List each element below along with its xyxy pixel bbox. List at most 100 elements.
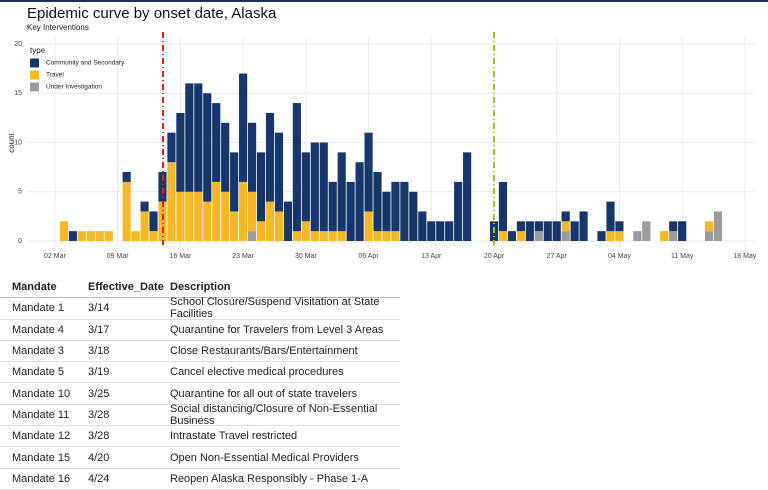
bar — [704, 231, 714, 241]
bar — [615, 231, 624, 241]
x-tick-label: 02 Mar — [44, 253, 66, 260]
bar — [561, 221, 570, 232]
table-cell: Quarantine for all out of state traveler… — [170, 387, 358, 400]
bar — [391, 231, 400, 241]
bar — [167, 162, 176, 241]
bar — [373, 172, 382, 232]
table-row: Mandate 16 4/24 Reopen Alaska Responsibly … — [0, 469, 400, 490]
legend-swatch — [30, 70, 39, 80]
table-row: Mandate 5 3/19 Cancel elective medical pro… — [0, 362, 400, 384]
bar — [525, 221, 534, 241]
table-cell: Mandate 10 — [12, 387, 71, 400]
x-tick-label: 13 Apr — [421, 253, 442, 260]
table-header: Mandate Effective_Date Description — [0, 277, 400, 299]
bar — [86, 231, 95, 241]
bar — [319, 231, 328, 241]
bar — [337, 231, 346, 241]
bar — [140, 211, 149, 241]
bar — [158, 201, 167, 241]
legend-label: Community and Secondary — [46, 60, 125, 67]
bar — [534, 231, 543, 241]
x-tick-label: 16 Mar — [170, 253, 192, 260]
table-row: Mandate 15 4/20 Open Non-Essential Medical… — [0, 447, 400, 469]
bar — [185, 191, 194, 241]
bar — [292, 231, 301, 241]
bar — [606, 231, 615, 241]
bar — [454, 181, 463, 241]
bar — [310, 142, 319, 232]
y-tick-label: 5 — [18, 189, 22, 196]
bar — [561, 211, 570, 222]
table-row: Mandate 4 3/17 Quarantine for Travelers fr… — [0, 320, 400, 341]
bar — [185, 83, 194, 192]
header-cell: Mandate — [12, 281, 57, 294]
bar — [328, 181, 337, 232]
table-cell: 3/19 — [88, 366, 110, 379]
bar — [230, 211, 239, 241]
bar — [400, 181, 409, 241]
bar — [149, 211, 158, 232]
table-cell: School Closure/Suspend Visitation at Sta… — [170, 296, 380, 321]
bar — [274, 211, 284, 241]
table-cell: 3/28 — [88, 430, 110, 443]
bar — [445, 221, 454, 241]
bar — [642, 221, 651, 241]
bar — [194, 83, 203, 192]
bar — [669, 221, 678, 232]
bar — [660, 231, 669, 241]
table-cell: Reopen Alaska Responsibly - Phase 1-A — [170, 472, 369, 485]
bar — [292, 103, 301, 232]
bar — [498, 181, 508, 232]
bar — [301, 221, 310, 241]
bar — [364, 132, 373, 212]
y-tick-label: 10 — [14, 139, 22, 146]
legend-label: Under Investigation — [46, 84, 102, 91]
bar — [678, 221, 687, 241]
table-cell: Mandate 5 — [12, 366, 64, 379]
y-axis-label: count — [7, 132, 16, 152]
table-cell: 3/25 — [88, 387, 110, 400]
bar — [427, 221, 436, 241]
bar — [239, 181, 248, 241]
bar — [436, 221, 445, 241]
x-tick-label: 20 Apr — [484, 253, 505, 260]
legend-title: type — [30, 46, 46, 55]
bar — [122, 172, 131, 182]
bar — [230, 152, 239, 212]
chart: Epidemic curve by onset date, Alaska Key… — [7, 5, 757, 260]
table-cell: Mandate 15 — [12, 451, 71, 464]
x-tick-label: 11 May — [671, 253, 694, 260]
bar — [104, 231, 113, 241]
bar — [283, 201, 292, 241]
bar — [615, 221, 624, 232]
bar — [248, 231, 257, 241]
bar — [203, 93, 212, 202]
table-cell: 4/24 — [88, 472, 110, 485]
bar — [328, 231, 337, 241]
bar — [167, 132, 176, 163]
table-row: Mandate 10 3/25 Quarantine for all out of … — [0, 383, 400, 405]
bar — [310, 231, 319, 241]
bar — [77, 231, 86, 241]
table-cell: Intrastate Travel restricted — [170, 430, 298, 443]
bar — [579, 211, 588, 241]
bar — [418, 211, 427, 241]
bar — [552, 221, 561, 241]
bar — [713, 211, 723, 241]
bar — [122, 181, 131, 241]
top-border — [0, 0, 768, 2]
table-cell: 3/18 — [88, 345, 110, 358]
bar — [498, 231, 508, 241]
header-cell: Effective_Date — [88, 281, 164, 294]
table-cell: Quarantine for Travelers from Level 3 Ar… — [170, 323, 384, 336]
bar — [176, 191, 185, 241]
table-cell: Mandate 12 — [12, 430, 71, 443]
bar — [149, 231, 158, 241]
bar — [516, 221, 525, 232]
bar — [606, 201, 615, 232]
bar — [59, 221, 68, 241]
bar — [301, 152, 310, 222]
x-tick-label: 06 Apr — [358, 253, 379, 260]
y-tick-label: 0 — [18, 238, 22, 245]
